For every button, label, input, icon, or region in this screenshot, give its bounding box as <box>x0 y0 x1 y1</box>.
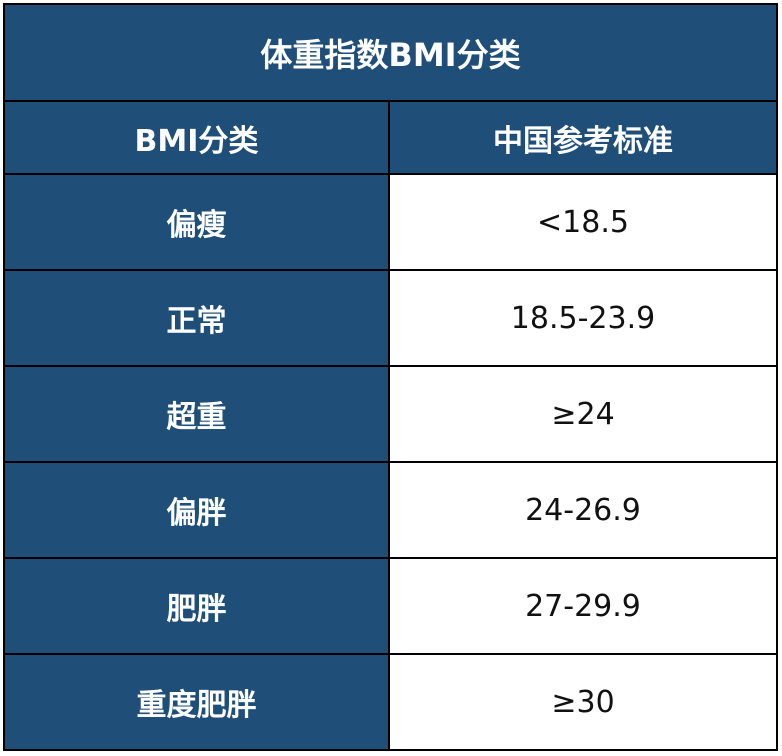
table-grid: BMI分类 中国参考标准 偏瘦 <18.5 正常 18.5-23.9 超重 ≥2… <box>5 102 776 749</box>
row-standard-cell: ≥24 <box>390 367 776 461</box>
row-standard-cell: ≥30 <box>390 655 776 749</box>
row-category-cell: 偏胖 <box>5 463 388 557</box>
column-header-standard: 中国参考标准 <box>390 102 776 173</box>
row-category-cell: 偏瘦 <box>5 175 388 269</box>
row-category-cell: 重度肥胖 <box>5 655 388 749</box>
bmi-table: 体重指数BMI分类 BMI分类 中国参考标准 偏瘦 <18.5 正常 18.5-… <box>3 3 778 751</box>
column-header-category: BMI分类 <box>5 102 388 173</box>
row-standard-cell: 18.5-23.9 <box>390 271 776 365</box>
row-standard-cell: 24-26.9 <box>390 463 776 557</box>
table-title: 体重指数BMI分类 <box>5 5 776 100</box>
row-standard-cell: <18.5 <box>390 175 776 269</box>
row-category-cell: 超重 <box>5 367 388 461</box>
row-category-cell: 肥胖 <box>5 559 388 653</box>
row-category-cell: 正常 <box>5 271 388 365</box>
row-standard-cell: 27-29.9 <box>390 559 776 653</box>
